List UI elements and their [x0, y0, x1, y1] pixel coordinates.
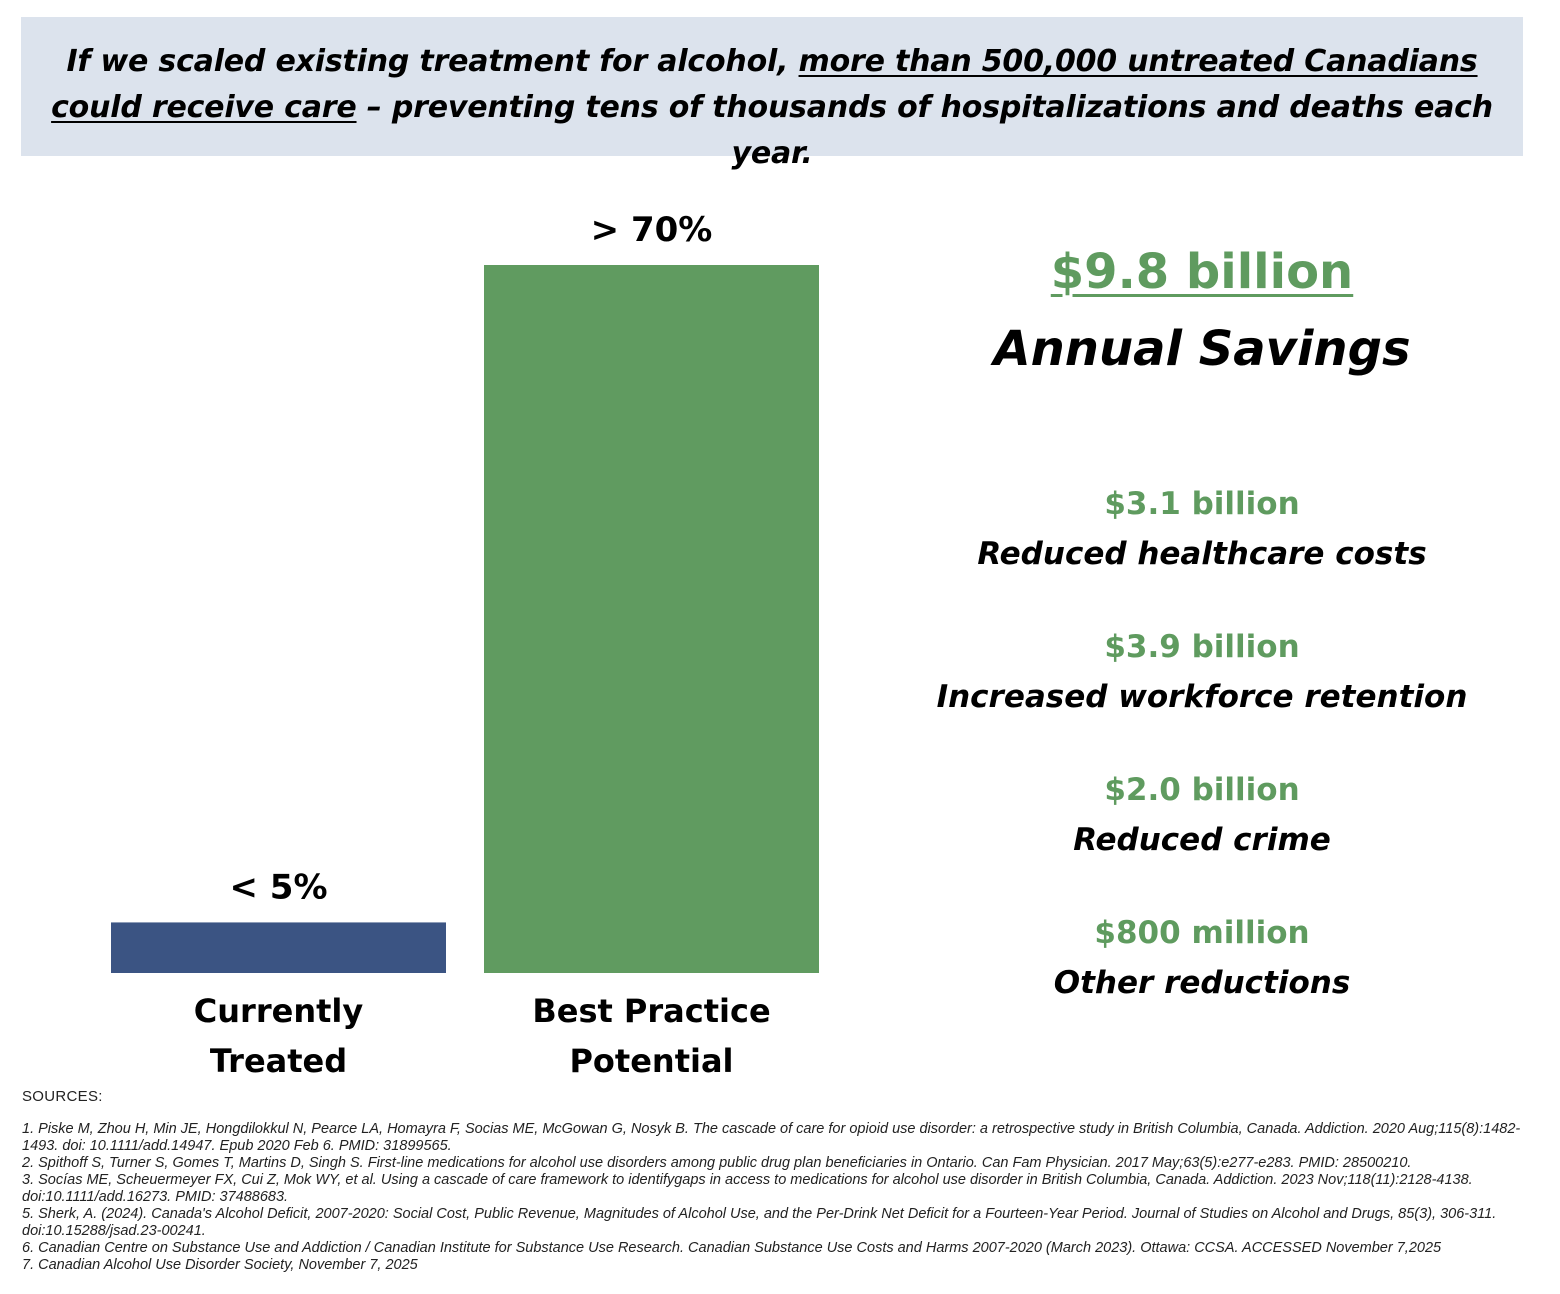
source-reference: 3. Socías ME, Scheuermeyer FX, Cui Z, Mo… — [22, 1172, 1473, 1205]
headline-text-underlined: more than 500,000 untreated Canadians co… — [51, 44, 1478, 125]
savings-item-label: Increased workforce retention — [936, 679, 1468, 715]
source-reference: 1. Piske M, Zhou H, Min JE, Hongdilokkul… — [22, 1121, 1521, 1154]
savings-item-value: $3.9 billion — [1104, 629, 1300, 665]
savings-item-label: Other reductions — [1053, 965, 1351, 1001]
headline-text-part3: – preventing tens of thousands of hospit… — [356, 90, 1493, 171]
savings-item-crime: $2.0 billion Reduced crime — [900, 765, 1504, 865]
savings-item-workforce: $3.9 billion Increased workforce retenti… — [900, 622, 1504, 722]
bar-data-label: > 70% — [591, 210, 713, 250]
source-reference: 6. Canadian Centre on Substance Use and … — [22, 1240, 1442, 1256]
bar-best-practice-potential — [484, 265, 819, 973]
source-reference: 5. Sherk, A. (2024). Canada's Alcohol De… — [22, 1206, 1497, 1239]
savings-item-value: $800 million — [1094, 915, 1310, 951]
headline-banner: If we scaled existing treatment for alco… — [21, 17, 1523, 171]
bar-currently-treated — [111, 922, 446, 973]
headline-text-part1: If we scaled existing treatment for alco… — [66, 44, 799, 79]
bar-data-label: < 5% — [229, 867, 327, 907]
savings-item-value: $2.0 billion — [1104, 772, 1300, 808]
total-savings-label: Annual Savings — [993, 321, 1411, 377]
source-reference: 7. Canadian Alcohol Use Disorder Society… — [22, 1257, 418, 1273]
source-reference: 2. Spithoff S, Turner S, Gomes T, Martin… — [22, 1155, 1412, 1171]
sources-section: SOURCES: 1. Piske M, Zhou H, Min JE, Hon… — [22, 1088, 1532, 1274]
sources-title: SOURCES: — [22, 1088, 103, 1105]
total-savings-value: $9.8 billion — [1050, 244, 1354, 300]
savings-item-label: Reduced healthcare costs — [977, 536, 1427, 572]
savings-panel: $9.8 billion Annual Savings $3.1 billion… — [900, 235, 1504, 1008]
category-tick-label: Currently — [194, 992, 364, 1030]
category-tick-label: Potential — [569, 1042, 733, 1080]
category-tick-label: Best Practice — [532, 992, 770, 1030]
savings-item-other: $800 million Other reductions — [900, 908, 1504, 1008]
category-tick-label: Treated — [210, 1042, 347, 1080]
savings-item-value: $3.1 billion — [1104, 486, 1300, 522]
savings-item-label: Reduced crime — [1073, 822, 1331, 858]
savings-item-healthcare: $3.1 billion Reduced healthcare costs — [900, 479, 1504, 579]
